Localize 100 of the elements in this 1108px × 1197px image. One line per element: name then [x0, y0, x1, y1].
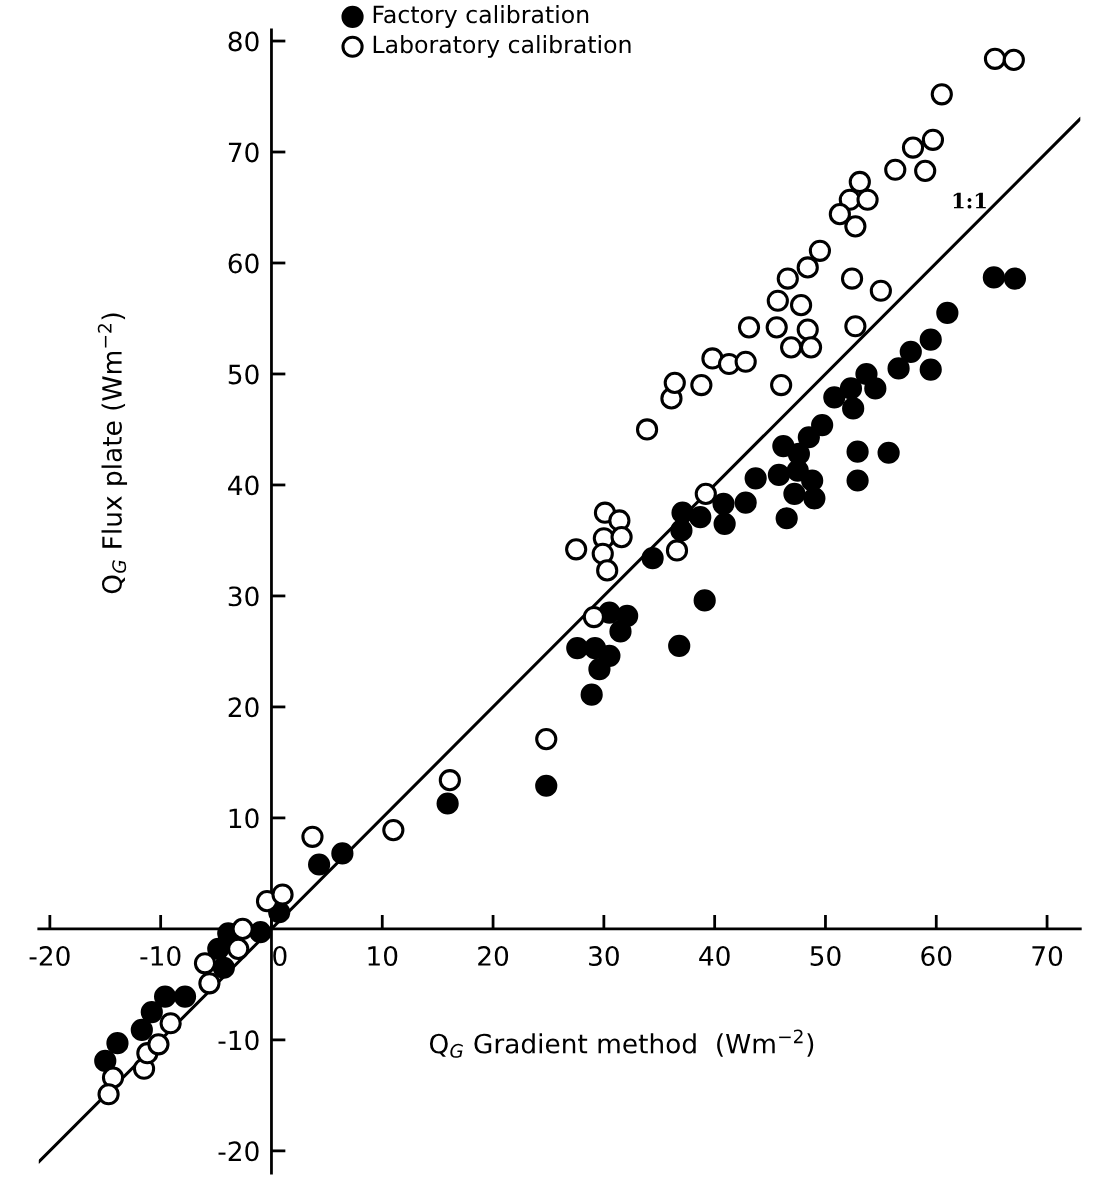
point — [737, 316, 761, 339]
y-tick-label: -20 — [218, 1141, 259, 1162]
point — [130, 1018, 153, 1041]
point — [271, 883, 294, 906]
x-tick-label: -10 — [140, 946, 181, 966]
x-tick-label: 10 — [368, 946, 398, 966]
point — [635, 418, 659, 441]
point — [844, 315, 867, 338]
point — [921, 128, 945, 151]
point — [596, 559, 619, 582]
point — [535, 728, 558, 751]
point — [582, 605, 605, 629]
point — [580, 683, 603, 706]
y-tick-label: 20 — [228, 697, 259, 718]
point — [734, 491, 757, 514]
y-tick-label: 60 — [228, 253, 259, 274]
point — [609, 620, 632, 643]
point — [899, 340, 922, 363]
point — [767, 463, 791, 487]
point — [308, 853, 331, 876]
point — [780, 336, 803, 359]
point — [193, 952, 217, 975]
point — [796, 318, 819, 341]
point — [565, 538, 588, 561]
point — [808, 239, 832, 262]
x-tick-label: 30 — [589, 946, 619, 966]
point — [776, 267, 799, 290]
point — [846, 440, 869, 463]
y-tick-label: 10 — [229, 808, 259, 829]
point — [249, 921, 272, 944]
y-tick-label: 80 — [228, 31, 259, 52]
point — [690, 373, 713, 397]
point — [227, 937, 250, 960]
point — [772, 435, 795, 458]
point — [694, 482, 717, 505]
point — [887, 357, 910, 380]
point — [566, 637, 589, 660]
point — [382, 819, 405, 842]
x-tick-label: 40 — [699, 946, 730, 966]
legend-label: Laboratory calibration — [373, 35, 631, 58]
point — [588, 658, 611, 681]
point — [846, 469, 869, 492]
y-tick-label: 70 — [228, 142, 259, 163]
point — [212, 956, 235, 979]
point — [1003, 267, 1027, 290]
point — [159, 1012, 182, 1035]
x-tick-label: 0 — [273, 946, 287, 966]
point — [844, 215, 867, 238]
point — [198, 972, 221, 995]
point — [930, 83, 953, 106]
point — [914, 159, 937, 182]
point — [842, 397, 865, 420]
y-tick-label: 30 — [228, 586, 259, 607]
point — [766, 289, 789, 312]
y-axis-title: Q$_{G}$ Flux plate (Wm$^{−2}$) — [97, 313, 128, 594]
point — [744, 467, 767, 490]
point — [671, 501, 694, 524]
point — [97, 1083, 120, 1106]
point — [231, 917, 254, 940]
point — [840, 267, 864, 290]
point — [919, 358, 942, 381]
point — [884, 158, 907, 181]
point — [877, 441, 900, 464]
point — [668, 634, 691, 657]
point — [983, 47, 1007, 70]
point — [770, 373, 793, 397]
point — [663, 371, 686, 394]
point — [797, 426, 820, 449]
x-tick-label: -20 — [29, 946, 70, 966]
point — [641, 547, 664, 570]
point — [839, 377, 863, 400]
annotation: 1:1 — [953, 192, 986, 209]
point — [919, 328, 942, 351]
point — [331, 842, 354, 865]
point — [140, 1001, 163, 1024]
point — [535, 774, 558, 797]
point — [783, 482, 806, 505]
point — [765, 316, 788, 339]
point — [610, 526, 633, 549]
point — [803, 487, 826, 510]
point — [693, 589, 716, 612]
point — [936, 301, 959, 325]
point — [869, 279, 892, 302]
point — [689, 506, 712, 529]
x-tick-label: 60 — [921, 946, 952, 966]
point — [801, 469, 824, 492]
point — [1002, 48, 1025, 71]
point — [901, 136, 925, 159]
point — [811, 413, 834, 437]
point — [106, 1032, 129, 1055]
legend-label: Factory calibration — [373, 5, 589, 28]
point — [856, 188, 879, 211]
point — [855, 362, 878, 386]
point — [796, 256, 819, 279]
point — [438, 769, 461, 792]
point — [436, 792, 459, 815]
point — [173, 985, 197, 1008]
y-tick-label: 40 — [228, 475, 259, 496]
y-tick-label: 50 — [228, 364, 259, 385]
point — [823, 386, 846, 409]
